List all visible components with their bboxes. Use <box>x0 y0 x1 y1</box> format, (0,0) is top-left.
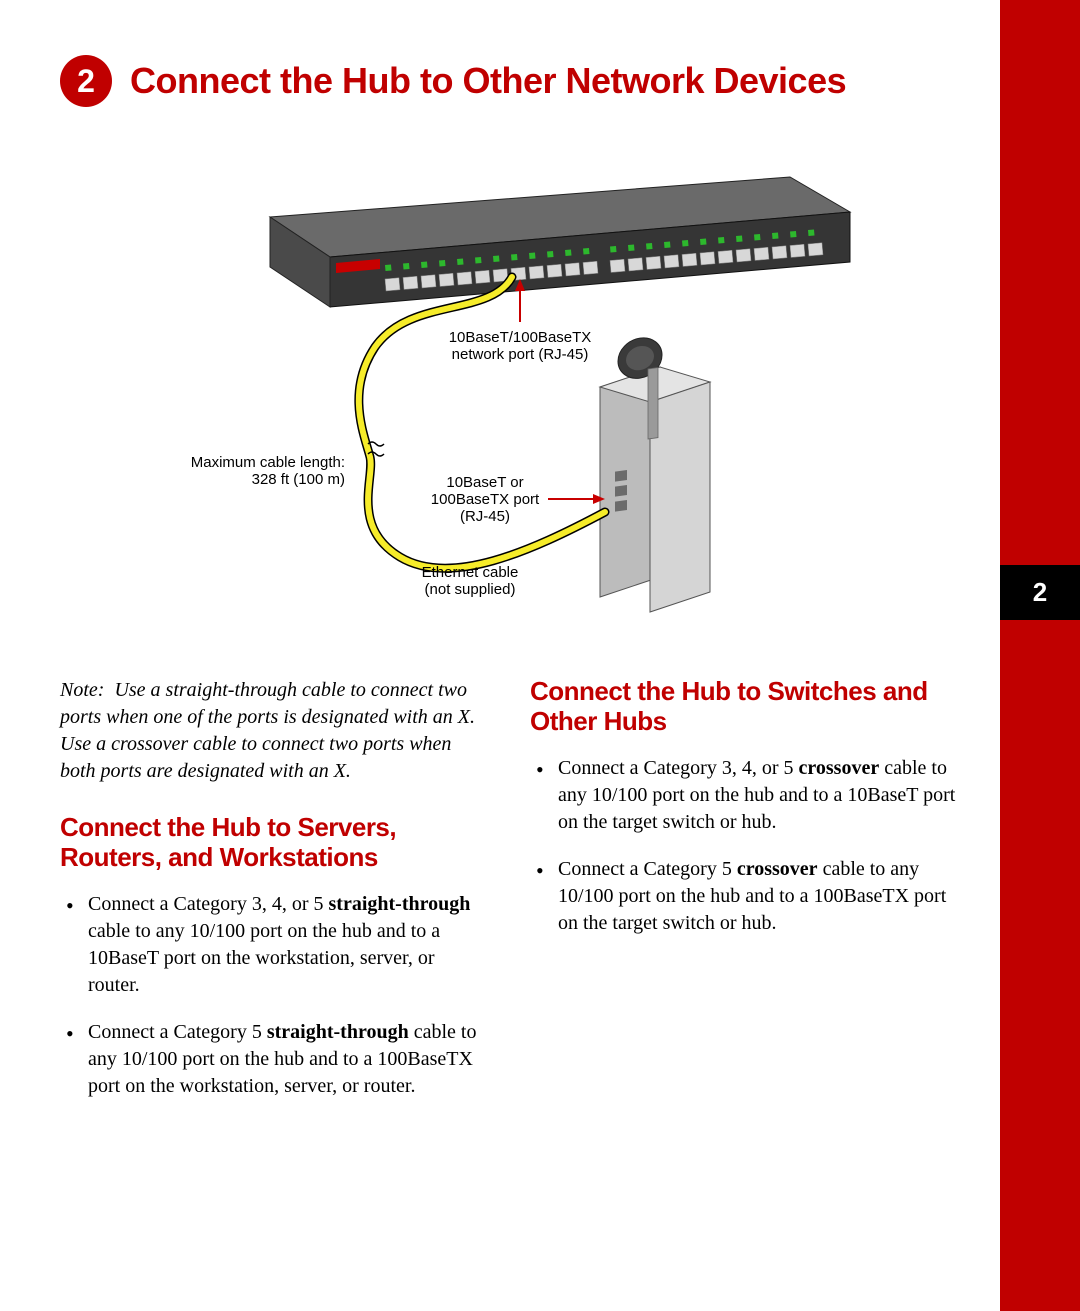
page-sidebar <box>1000 0 1080 1311</box>
right-bullet-list: Connect a Category 3, 4, or 5 crossover … <box>530 755 960 937</box>
list-item: Connect a Category 3, 4, or 5 straight-t… <box>60 891 490 999</box>
hub-port-label-1: 10BaseT/100BaseTX <box>449 329 592 346</box>
connection-diagram: 10BaseT/100BaseTX network port (RJ-45) <box>60 157 960 632</box>
right-column: Connect the Hub to Switches and Other Hu… <box>530 677 960 1120</box>
sidebar-step-tab: 2 <box>1000 565 1080 620</box>
ws-port-arrow <box>548 494 605 504</box>
diagram-svg: 10BaseT/100BaseTX network port (RJ-45) <box>150 157 870 627</box>
text-columns: Note: Use a straight-through cable to co… <box>60 677 960 1120</box>
note-text: Use a straight-through cable to connect … <box>60 679 475 782</box>
left-section-heading: Connect the Hub to Servers, Routers, and… <box>60 813 490 873</box>
list-item: Connect a Category 3, 4, or 5 crossover … <box>530 755 960 836</box>
ws-port-label-2: 100BaseTX port <box>431 491 540 508</box>
note-paragraph: Note: Use a straight-through cable to co… <box>60 677 490 785</box>
cable-length-label-1: Maximum cable length: <box>191 454 345 471</box>
step-number-circle: 2 <box>60 55 112 107</box>
list-item: Connect a Category 5 crossover cable to … <box>530 856 960 937</box>
left-column: Note: Use a straight-through cable to co… <box>60 677 490 1120</box>
page-content: 2 Connect the Hub to Other Network Devic… <box>0 0 1080 1160</box>
title-row: 2 Connect the Hub to Other Network Devic… <box>60 55 960 107</box>
workstation-device <box>600 335 710 612</box>
cable-length-label-2: 328 ft (100 m) <box>252 471 345 488</box>
page-title: Connect the Hub to Other Network Devices <box>130 60 846 102</box>
step-number: 2 <box>77 63 95 100</box>
list-item: Connect a Category 5 straight-through ca… <box>60 1019 490 1100</box>
ws-port-label-1: 10BaseT or <box>446 474 523 491</box>
sidebar-step-number: 2 <box>1033 577 1047 608</box>
eth-cable-label-1: Ethernet cable <box>422 564 519 581</box>
hub-port-label-2: network port (RJ-45) <box>452 346 589 363</box>
note-label: Note: <box>60 679 104 701</box>
right-section-heading: Connect the Hub to Switches and Other Hu… <box>530 677 960 737</box>
eth-cable-label-2: (not supplied) <box>425 581 516 598</box>
hub-device <box>270 177 850 307</box>
ws-port-label-3: (RJ-45) <box>460 508 510 525</box>
left-bullet-list: Connect a Category 3, 4, or 5 straight-t… <box>60 891 490 1100</box>
